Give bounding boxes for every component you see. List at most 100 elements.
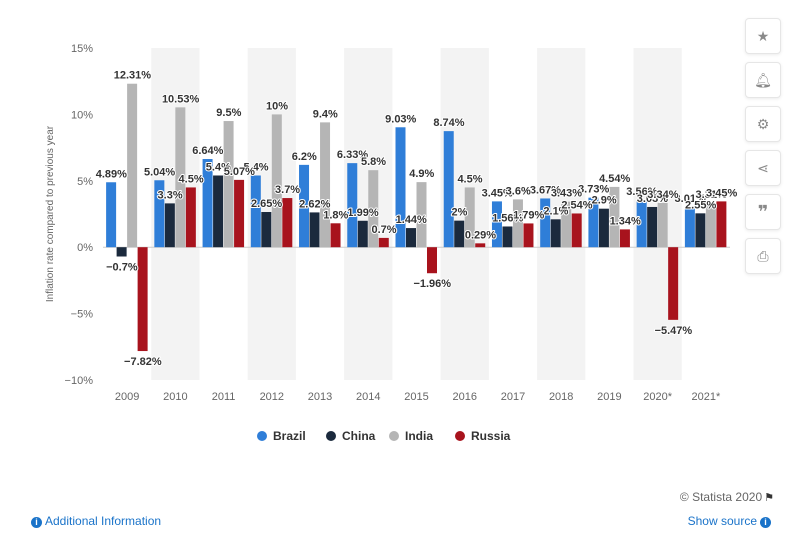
bar-brazil[interactable] <box>154 180 165 248</box>
legend-item-china[interactable]: China <box>342 429 376 443</box>
bar-china[interactable] <box>598 208 609 248</box>
print-icon: ⎙ <box>757 247 769 264</box>
bar-india[interactable] <box>223 121 234 248</box>
data-label: 6.33% <box>337 149 368 161</box>
bar-russia[interactable] <box>378 237 389 248</box>
bar-india[interactable] <box>127 83 138 248</box>
bar-china[interactable] <box>550 219 561 248</box>
bar-brazil[interactable] <box>443 131 454 248</box>
notification-button[interactable]: 🔔︎ <box>745 62 781 98</box>
show-source-label: Show source <box>687 514 757 528</box>
data-label: 5.07% <box>224 166 255 178</box>
share-icon: ⋖ <box>757 159 769 176</box>
bar-russia[interactable] <box>282 198 293 248</box>
data-label: 10.53% <box>162 93 200 105</box>
data-label: 4.9% <box>409 168 434 180</box>
bar-brazil[interactable] <box>540 198 551 248</box>
bar-brazil[interactable] <box>347 163 358 248</box>
share-button[interactable]: ⋖ <box>745 150 781 186</box>
y-tick-label: 10% <box>71 109 93 121</box>
data-label: 4.5% <box>179 173 204 185</box>
bar-india[interactable] <box>368 170 379 248</box>
bar-russia[interactable] <box>475 243 486 248</box>
data-label: 4.89% <box>96 168 127 180</box>
statista-credit[interactable]: © Statista 2020 ⚑ <box>680 490 774 504</box>
bar-india[interactable] <box>464 187 475 248</box>
bar-china[interactable] <box>309 212 320 248</box>
flag-icon: ⚑ <box>764 492 774 504</box>
bar-india[interactable] <box>512 199 523 248</box>
show-source-link[interactable]: Show source i <box>688 514 774 528</box>
bar-russia[interactable] <box>427 247 437 274</box>
cite-button[interactable]: ❞ <box>745 194 781 230</box>
data-label: 3.45% <box>482 187 513 199</box>
bar-russia[interactable] <box>523 223 534 248</box>
bar-china[interactable] <box>357 220 368 248</box>
bar-india[interactable] <box>561 201 572 248</box>
bar-brazil[interactable] <box>250 175 261 248</box>
bar-brazil[interactable] <box>202 159 213 248</box>
data-label: −0.7% <box>106 261 138 273</box>
bar-china[interactable] <box>261 212 272 248</box>
bar-brazil[interactable] <box>588 197 599 248</box>
bar-china[interactable] <box>454 220 465 248</box>
bar-india[interactable] <box>320 122 331 248</box>
bar-india[interactable] <box>175 107 186 248</box>
legend-marker <box>257 431 267 441</box>
bar-india[interactable] <box>416 182 427 248</box>
bar-russia[interactable] <box>185 187 196 248</box>
data-label: 5.04% <box>144 166 175 178</box>
data-label: 2.55% <box>685 199 716 211</box>
bar-brazil[interactable] <box>636 199 647 248</box>
bar-china[interactable] <box>406 228 416 248</box>
bar-india[interactable] <box>705 203 716 248</box>
data-label: 2.62% <box>299 198 330 210</box>
print-button[interactable]: ⎙ <box>745 238 781 274</box>
data-label: 3.3% <box>158 189 183 201</box>
bar-china[interactable] <box>164 203 175 248</box>
data-label: 2% <box>452 207 468 219</box>
bar-china[interactable] <box>695 213 706 248</box>
legend-item-brazil[interactable]: Brazil <box>273 429 306 443</box>
bar-russia[interactable] <box>571 213 582 248</box>
bars <box>106 83 727 352</box>
bar-brazil[interactable] <box>491 201 502 248</box>
bar-india[interactable] <box>271 114 282 248</box>
x-tick-label: 2012 <box>260 391 284 403</box>
bar-china[interactable] <box>502 226 513 248</box>
bar-china[interactable] <box>116 247 127 257</box>
legend-item-india[interactable]: India <box>405 429 433 443</box>
favorite-button[interactable]: ★ <box>745 18 781 54</box>
bar-brazil[interactable] <box>106 182 117 248</box>
legend-item-russia[interactable]: Russia <box>471 429 511 443</box>
info-icon: i <box>760 517 771 528</box>
credit-text: © Statista 2020 <box>679 490 763 504</box>
data-label: 9.5% <box>216 107 241 119</box>
bar-brazil[interactable] <box>684 207 695 248</box>
x-tick-label: 2009 <box>115 391 139 403</box>
legend-marker <box>326 431 336 441</box>
bar-china[interactable] <box>647 206 658 248</box>
y-tick-label: 0% <box>77 242 93 254</box>
y-axis: 15% 10% 5% 0% −5% −10% <box>65 43 94 387</box>
data-label: 3.56% <box>626 186 657 198</box>
y-tick-label: 15% <box>71 43 93 55</box>
bar-russia[interactable] <box>619 229 630 248</box>
bar-india[interactable] <box>657 202 668 248</box>
settings-button[interactable]: ⚙ <box>745 106 781 142</box>
additional-info-label: Additional Information <box>45 514 162 528</box>
legend-marker <box>389 431 399 441</box>
bar-russia[interactable] <box>137 247 148 352</box>
additional-information-link[interactable]: i Additional Information <box>28 514 161 528</box>
data-label: 9.4% <box>313 108 338 120</box>
bell-icon: 🔔︎ <box>754 71 772 88</box>
bar-china[interactable] <box>213 175 224 248</box>
bar-brazil[interactable] <box>299 164 310 248</box>
bar-brazil[interactable] <box>395 127 406 248</box>
bar-russia[interactable] <box>330 223 341 248</box>
bar-russia[interactable] <box>668 247 679 320</box>
x-tick-label: 2017 <box>501 391 525 403</box>
bar-india[interactable] <box>609 186 620 248</box>
bar-russia[interactable] <box>234 179 245 248</box>
bar-russia[interactable] <box>716 201 727 248</box>
